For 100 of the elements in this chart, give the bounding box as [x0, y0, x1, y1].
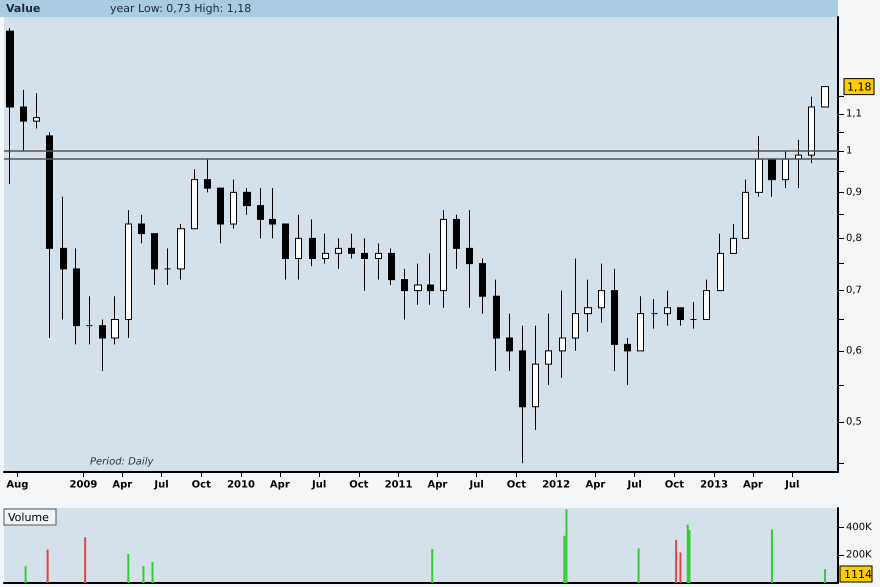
candlestick: [795, 139, 802, 189]
candlestick: [782, 150, 789, 189]
candlestick: [651, 298, 658, 330]
x-tick-label: Oct: [664, 480, 684, 490]
x-tick-label: Jul: [626, 480, 642, 490]
candlestick: [572, 258, 579, 352]
bar: [675, 540, 678, 583]
candlestick: [217, 188, 224, 244]
candlestick: [821, 86, 829, 108]
candlestick: [598, 263, 605, 324]
candlestick: [335, 238, 342, 270]
candlestick: [624, 338, 631, 386]
candlestick: [309, 218, 316, 267]
candlestick: [466, 210, 473, 308]
candlestick: [730, 224, 737, 254]
candlestick: [401, 268, 408, 320]
x-tick-label: Jul: [784, 480, 800, 490]
y-tick-label: 1,1: [846, 108, 862, 120]
text: year Low: 0,73 High: 1,18: [110, 2, 252, 15]
candlestick: [755, 135, 763, 198]
x-tick-label: Oct: [506, 480, 526, 490]
x-tick-label: Jul: [153, 480, 169, 490]
candlestick: [177, 224, 185, 280]
candlestick: [611, 268, 618, 372]
candlestick: [388, 248, 395, 286]
x-tick-label: Apr: [585, 480, 606, 490]
candlestick: [361, 238, 368, 292]
candlestick: [703, 279, 710, 320]
candlestick: [257, 188, 264, 239]
candlestick: [677, 307, 684, 326]
bar: [638, 548, 640, 583]
y-tick-label: 1: [846, 146, 852, 157]
candlestick: [73, 248, 80, 345]
y-tick-label: 200K: [846, 550, 872, 561]
x-tick-label: 2010: [227, 480, 255, 490]
candlestick: [427, 252, 434, 306]
candlestick: [204, 158, 211, 193]
candlestick: [164, 248, 171, 286]
candlestick: [440, 210, 447, 308]
x-tick-label: Aug: [6, 480, 28, 490]
y-tick-label: 0,6: [846, 345, 862, 356]
candlestick: [282, 224, 289, 280]
candlestick: [125, 210, 132, 339]
annotation: Period: Daily: [90, 456, 154, 468]
candlestick: [768, 158, 776, 198]
candlestick: [46, 132, 53, 339]
candlestick: [545, 313, 552, 386]
bar: [679, 552, 682, 583]
candlestick: [414, 263, 422, 306]
candlestick: [138, 214, 145, 244]
candlestick: [295, 214, 302, 280]
bar: [151, 562, 154, 583]
bar: [142, 566, 144, 583]
candlestick: [690, 301, 697, 330]
x-tick-label: Oct: [349, 480, 369, 490]
candlestick: [6, 28, 14, 184]
candlestick: [453, 214, 460, 270]
candlestick: [742, 179, 749, 239]
candlestick: [111, 296, 119, 345]
y-tick-label: 0,7: [846, 285, 862, 296]
candlestick: [60, 196, 67, 320]
candlestick: [33, 92, 40, 129]
candlestick: [584, 279, 592, 332]
x-tick-label: Apr: [112, 480, 132, 490]
y-tick-label: 0,8: [846, 232, 862, 244]
candlestick: [519, 325, 526, 464]
y-tick-label: 0,5: [846, 416, 862, 428]
candlestick: [559, 290, 566, 378]
x-tick-label: Apr: [743, 480, 763, 490]
candlestick: [532, 325, 539, 430]
candlestick: [637, 296, 644, 352]
candlestick: [230, 179, 237, 230]
candlestick: [479, 258, 486, 314]
candlestick: [269, 188, 276, 239]
candlestick: [20, 89, 27, 152]
x-tick-label: 2012: [542, 480, 570, 490]
candlestick: [151, 233, 158, 286]
x-tick-label: Apr: [270, 480, 290, 490]
x-tick-label: 2013: [700, 480, 728, 490]
text: 1114: [844, 568, 872, 581]
bar: [84, 537, 86, 583]
x-tick-label: 2009: [70, 480, 98, 490]
candlestick: [86, 296, 93, 345]
bar: [24, 566, 27, 583]
candlestick: [808, 96, 815, 164]
x-tick-label: Oct: [192, 480, 212, 490]
candlestick: [348, 233, 355, 259]
candlestick: [322, 233, 329, 264]
x-tick-label: 2011: [384, 480, 413, 490]
candlestick: [506, 313, 513, 372]
chart-title: Volume: [8, 511, 50, 524]
x-tick-label: Apr: [427, 480, 448, 490]
y-tick-label: 0,9: [846, 186, 862, 198]
annotation: 1,18: [847, 80, 872, 94]
chart-title: Value: [6, 2, 40, 15]
bar: [431, 548, 434, 583]
candlestick: [664, 290, 671, 326]
x-tick-label: Jul: [310, 480, 326, 490]
bar: [770, 530, 773, 583]
candlestick: [243, 188, 251, 216]
